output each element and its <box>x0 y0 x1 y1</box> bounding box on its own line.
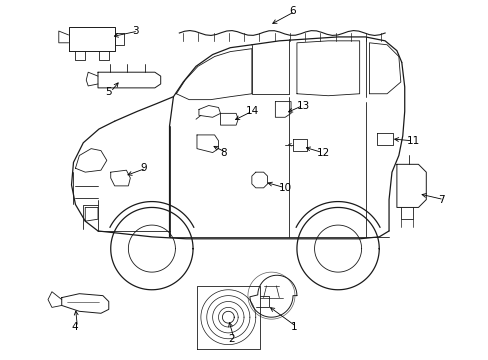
Text: 12: 12 <box>316 148 329 158</box>
Text: 8: 8 <box>220 148 226 158</box>
Text: 9: 9 <box>140 163 146 173</box>
Text: 14: 14 <box>245 107 259 116</box>
Text: 2: 2 <box>228 334 234 344</box>
Text: 4: 4 <box>71 322 78 332</box>
Text: 3: 3 <box>132 26 139 36</box>
Text: 6: 6 <box>288 6 295 17</box>
Text: 5: 5 <box>104 87 111 97</box>
Text: 1: 1 <box>290 322 297 332</box>
Text: 11: 11 <box>406 136 419 146</box>
Text: 10: 10 <box>279 183 292 193</box>
Text: 7: 7 <box>437 195 444 204</box>
Text: 13: 13 <box>296 100 309 111</box>
